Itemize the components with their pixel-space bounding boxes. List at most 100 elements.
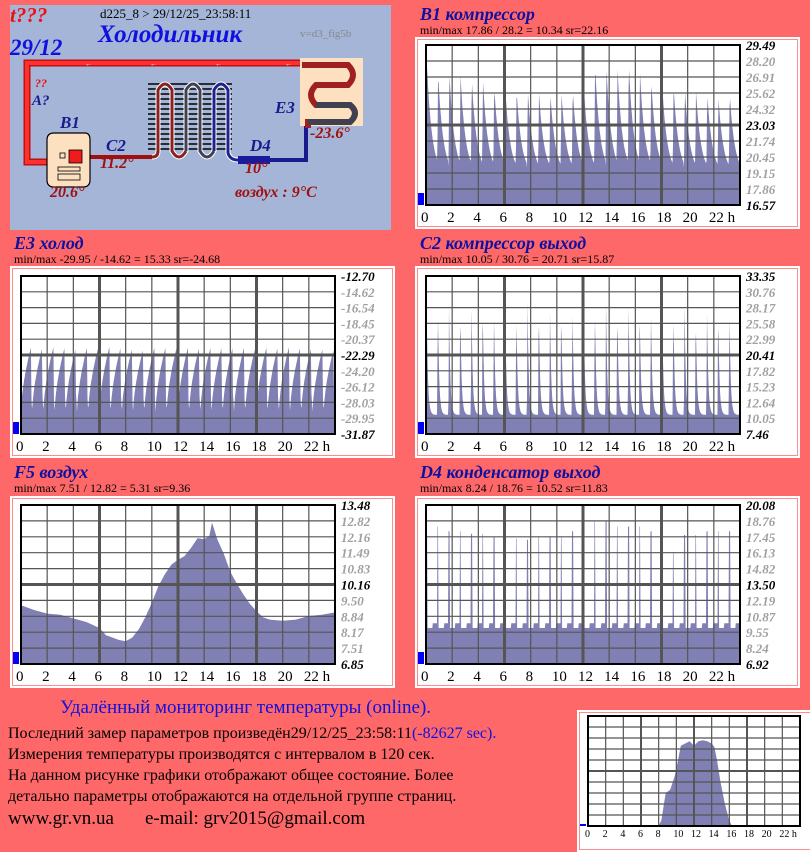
series-marker [13,652,19,664]
y-tick-label: 17.82 [746,364,776,379]
y-tick-label: 14.82 [746,562,776,577]
x-tick-label: 12 [691,829,701,840]
chart-info: min/max 7.51 / 12.82 = 5.31 sr=9.36 [14,481,191,495]
x-tick-label: 20 [683,669,698,685]
condenser [148,81,239,163]
x-tick-label: 16 [630,210,646,226]
c2-value: 11.2° [100,155,134,172]
chart-title: B1 компрессор [420,4,535,24]
y-tick-label: 16.57 [746,198,776,213]
last-measurement: Последний замер параметров произведён29/… [8,725,496,743]
x-tick-label: 10 [552,439,567,455]
d4-label: D4 [250,136,271,155]
y-tick-label: 11.49 [341,546,370,561]
y-tick-label: -28.03 [341,395,375,410]
b1-value: 20.6° [50,184,85,201]
x-tick-label: 4 [473,210,481,226]
series-marker [418,193,424,205]
x-tick-label: 20 [683,439,698,455]
plot-border [425,275,741,435]
sensor-a-label: A? [32,93,50,109]
svg-text:←: ← [285,60,292,68]
x-tick-label: 18 [744,829,754,840]
description-line-1: На данном рисунке графики отображают общ… [8,767,454,784]
refrigerator-diagram: ← ← ← ← [10,3,391,230]
compressor-icon [46,132,91,188]
y-tick-label: -22.29 [341,348,375,363]
x-tick-label: 12 [578,439,593,455]
x-tick-label: 4 [473,439,481,455]
y-tick-label: -16.54 [341,301,375,316]
series-marker [418,422,424,434]
last-measurement-prefix: Последний замер параметров произведён [8,725,291,742]
plot-border [20,275,336,435]
last-measurement-time: 29/12/25_23:58:11 [290,725,412,742]
y-tick-label: 10.83 [341,562,371,577]
svg-text:←: ← [215,60,222,68]
x-tick-label: 8 [121,669,128,685]
device-header: d225_8 > 29/12/25_23:58:11 [100,6,252,21]
x-tick-label: 4 [620,829,625,840]
x-tick-label: 2 [447,439,455,455]
y-tick-label: 26.91 [745,70,775,85]
x-tick-label: 2 [603,829,608,840]
chart-plot: 0 2 4 6 8 10 12 14 16 18 20 22 h [580,715,801,840]
c2-label: C2 [106,136,126,155]
e3-value: -23.6° [310,125,350,142]
last-measurement-delta: (-82627 sec). [411,725,497,742]
series-marker [418,652,424,664]
x-tick-label: 18 [657,669,672,685]
x-tick-label: 10 [147,669,162,685]
y-tick-label: -29.95 [341,411,375,426]
x-tick-label: 6 [638,829,643,840]
y-tick-label: 17.86 [746,182,776,197]
x-tick-label: 6 [500,669,508,685]
x-tick-label: 22 h [709,669,736,685]
chart-title: C2 компрессор выход [420,233,587,253]
chart-title: F5 воздух [14,462,89,482]
x-tick-label: 0 [16,439,24,455]
y-tick-label: 17.45 [746,530,776,545]
y-tick-label: 19.15 [746,166,776,181]
y-tick-label: 23.03 [745,118,776,133]
y-tick-label: -12.70 [341,269,375,284]
x-tick-label: 2 [447,669,455,685]
y-tick-label: 8.17 [341,625,364,640]
x-tick-label: 2 [42,669,50,685]
y-tick-label: 20.45 [745,150,776,165]
x-tick-label: 4 [473,669,481,685]
x-tick-label: 14 [604,669,620,685]
footer-heading: Удалённый мониторинг температуры (online… [60,697,432,718]
email-link[interactable]: e-mail: grv2015@gmail.com [145,808,366,829]
chart-info: min/max 17.86 / 28.2 = 10.34 sr=22.16 [420,23,609,37]
chart-info: min/max -29.95 / -14.62 = 15.33 sr=-24.6… [14,252,221,266]
y-tick-label: 7.51 [341,641,364,656]
website-link[interactable]: www.gr.vn.ua [8,808,114,829]
plot-border [425,504,741,665]
y-tick-label: 28.17 [745,301,776,316]
x-tick-label: 4 [68,669,76,685]
y-tick-label: 16.13 [746,546,776,561]
y-tick-label: 7.46 [746,427,769,442]
x-tick-label: 20 [762,829,772,840]
x-tick-label: 0 [16,669,24,685]
x-tick-label: 22 h [304,439,331,455]
y-tick-label: 6.92 [746,657,769,672]
chart-plot: 29.4928.2026.9125.6224.3223.0321.7420.45… [418,38,776,226]
version-label: v=d3_fig5b [300,28,352,40]
x-tick-label: 16 [630,439,646,455]
status-indicator: t??? [10,3,48,27]
x-tick-label: 0 [421,669,429,685]
x-tick-label: 22 h [709,439,736,455]
y-tick-label: 12.19 [746,593,776,608]
y-tick-label: 8.84 [341,609,364,624]
y-tick-label: 13.50 [746,578,776,593]
x-tick-label: 18 [252,669,267,685]
description-line-2: детально параметры отображаются на отдел… [8,788,457,805]
x-tick-label: 10 [552,210,567,226]
y-tick-label: 25.62 [745,86,776,101]
chart-title: E3 холод [14,233,84,253]
y-tick-label: 13.48 [341,498,371,513]
x-tick-label: 22 h [779,829,797,840]
x-tick-label: 2 [447,210,455,226]
